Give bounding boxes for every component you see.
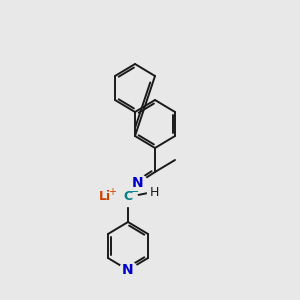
Text: Li: Li — [99, 190, 111, 203]
Text: N: N — [122, 263, 134, 277]
Text: −: − — [130, 187, 140, 197]
Text: +: + — [108, 187, 116, 197]
Text: H: H — [149, 187, 159, 200]
Text: N: N — [132, 176, 144, 190]
Text: C: C — [123, 190, 133, 203]
